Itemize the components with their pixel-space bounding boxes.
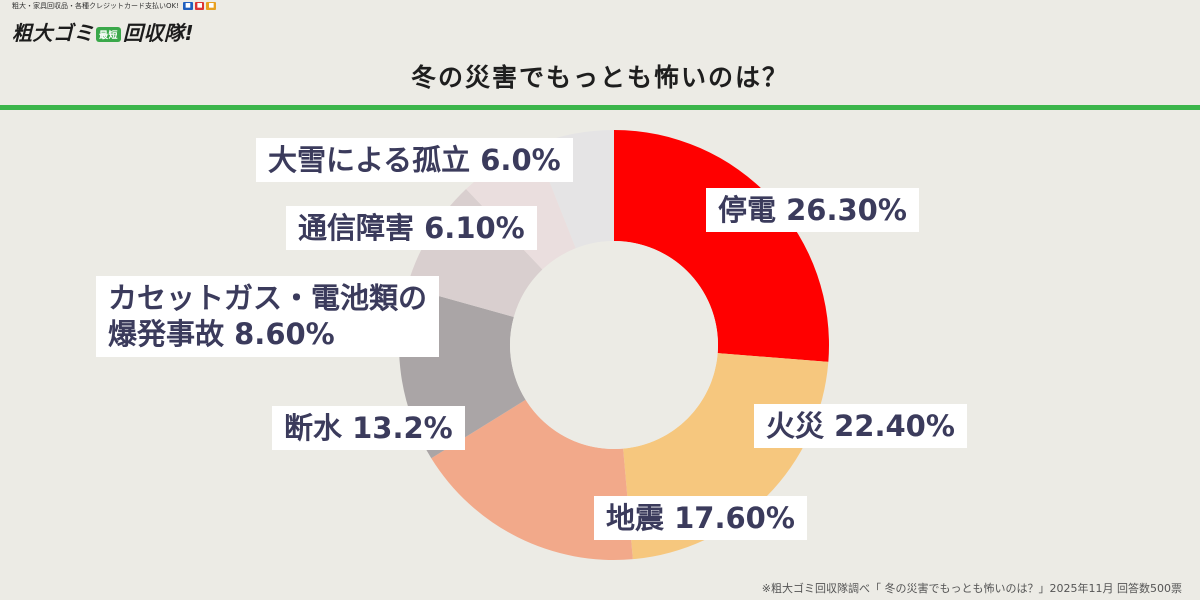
slice-label-カセットガス: カセットガス・電池類の 爆発事故 8.60%	[96, 276, 440, 357]
slice-label-停電: 停電 26.30%	[706, 188, 919, 233]
logo: 粗大・家具回収品・各種クレジットカード支払いOK! ■ ■ ■ 粗大ゴミ 最短 回収隊!	[12, 2, 252, 48]
slice-label-断水: 断水 13.2%	[272, 406, 465, 451]
slice-label-地震: 地震 17.60%	[594, 496, 807, 541]
logo-badge: 最短	[96, 27, 122, 42]
title-underline	[0, 105, 1200, 110]
slice-label-火災: 火災 22.40%	[754, 404, 967, 449]
logo-tagline: 粗大・家具回収品・各種クレジットカード支払いOK! ■ ■ ■	[12, 2, 217, 10]
donut-hole	[510, 241, 718, 449]
slice-label-大雪による孤立: 大雪による孤立 6.0%	[256, 138, 573, 183]
slice-label-通信障害: 通信障害 6.10%	[286, 206, 537, 251]
logo-name: 粗大ゴミ 最短 回収隊!	[12, 21, 195, 45]
donut-slice-0	[614, 130, 829, 362]
donut-slice-2	[431, 399, 633, 560]
chart-title: 冬の災害でもっとも怖いのは？	[410, 63, 789, 92]
source-note: ※粗大ゴミ回収隊調べ「 冬の災害でもっとも怖いのは？」2025年11月 回答数5…	[761, 582, 1182, 595]
